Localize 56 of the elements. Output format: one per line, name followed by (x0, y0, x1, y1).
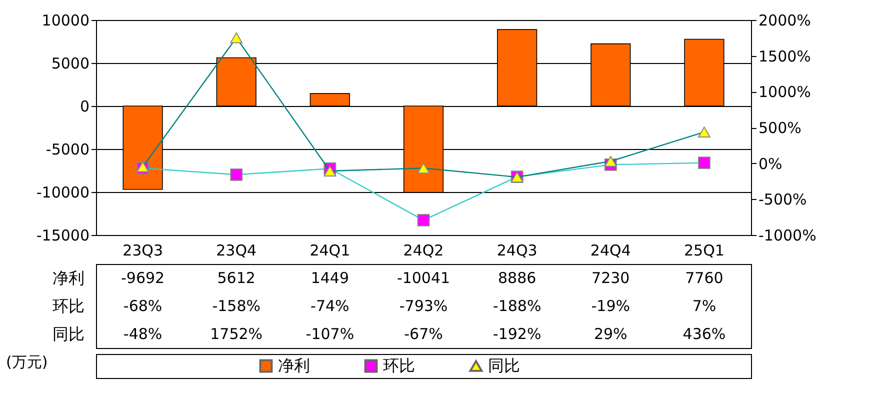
text: 环比 (52, 296, 84, 316)
y2-tick-label: 1500% (758, 47, 811, 66)
data-label: 7760 (685, 269, 724, 287)
data-label: 7% (692, 297, 716, 315)
data-label: -192% (492, 325, 542, 343)
x-tick-label: 24Q2 (403, 242, 444, 260)
y-tick-label: -15000 (36, 226, 90, 244)
text: 同比 (52, 324, 84, 344)
data-label: 436% (682, 325, 726, 343)
y2-tick-label: 0% (758, 154, 782, 173)
y-tick-label: 0 (80, 98, 90, 116)
legend-label: 同比 (488, 356, 520, 375)
data-label: -107% (306, 325, 354, 343)
x-tick-label: 24Q4 (590, 242, 631, 260)
y2-tick-label: 1000% (758, 83, 811, 102)
y-tick-label: -5000 (46, 140, 90, 158)
y2-tick-label: 500% (758, 119, 802, 137)
data-label: -10041 (396, 269, 450, 287)
point (604, 156, 617, 167)
point (417, 162, 430, 174)
data-label: -74% (310, 297, 350, 315)
legend-label: 净利 (278, 356, 310, 375)
y2-tick-label: 2000% (758, 12, 811, 30)
data-label: -158% (212, 297, 261, 315)
x-tick-label: 24Q1 (310, 242, 350, 260)
text: 净利 (52, 268, 84, 288)
point (698, 126, 710, 138)
point (698, 156, 710, 170)
y2-tick-label: -500% (758, 190, 807, 209)
data-label: -48% (123, 325, 162, 343)
y2-tick-label: -1000% (758, 226, 816, 244)
data-label: 8886 (498, 269, 536, 287)
x-tick-label: 23Q3 (122, 242, 164, 260)
data-label: 1449 (310, 269, 350, 287)
point (230, 168, 243, 181)
data-label: 1752% (210, 325, 263, 343)
x-tick-label: 24Q3 (496, 242, 538, 260)
data-label: -9692 (120, 269, 165, 287)
data-label: -793% (399, 297, 448, 315)
point (230, 32, 243, 44)
x-tick-label: 23Q4 (216, 242, 257, 260)
data-label: -68% (123, 297, 162, 315)
y-tick-label: 5000 (51, 54, 90, 72)
y-tick-label: 10000 (42, 12, 90, 30)
x-tick-label: 25Q1 (684, 242, 724, 260)
data-label: -67% (404, 325, 443, 343)
data-label: 5612 (217, 269, 256, 287)
y-tick-label: -10000 (36, 184, 90, 202)
point (417, 214, 430, 226)
data-label: 29% (594, 325, 628, 343)
data-label: 7230 (592, 269, 630, 287)
text: (万元) (6, 353, 48, 371)
data-label: -188% (492, 297, 542, 315)
legend-label: 环比 (383, 356, 415, 375)
point (324, 166, 336, 176)
data-label: -19% (591, 297, 630, 315)
